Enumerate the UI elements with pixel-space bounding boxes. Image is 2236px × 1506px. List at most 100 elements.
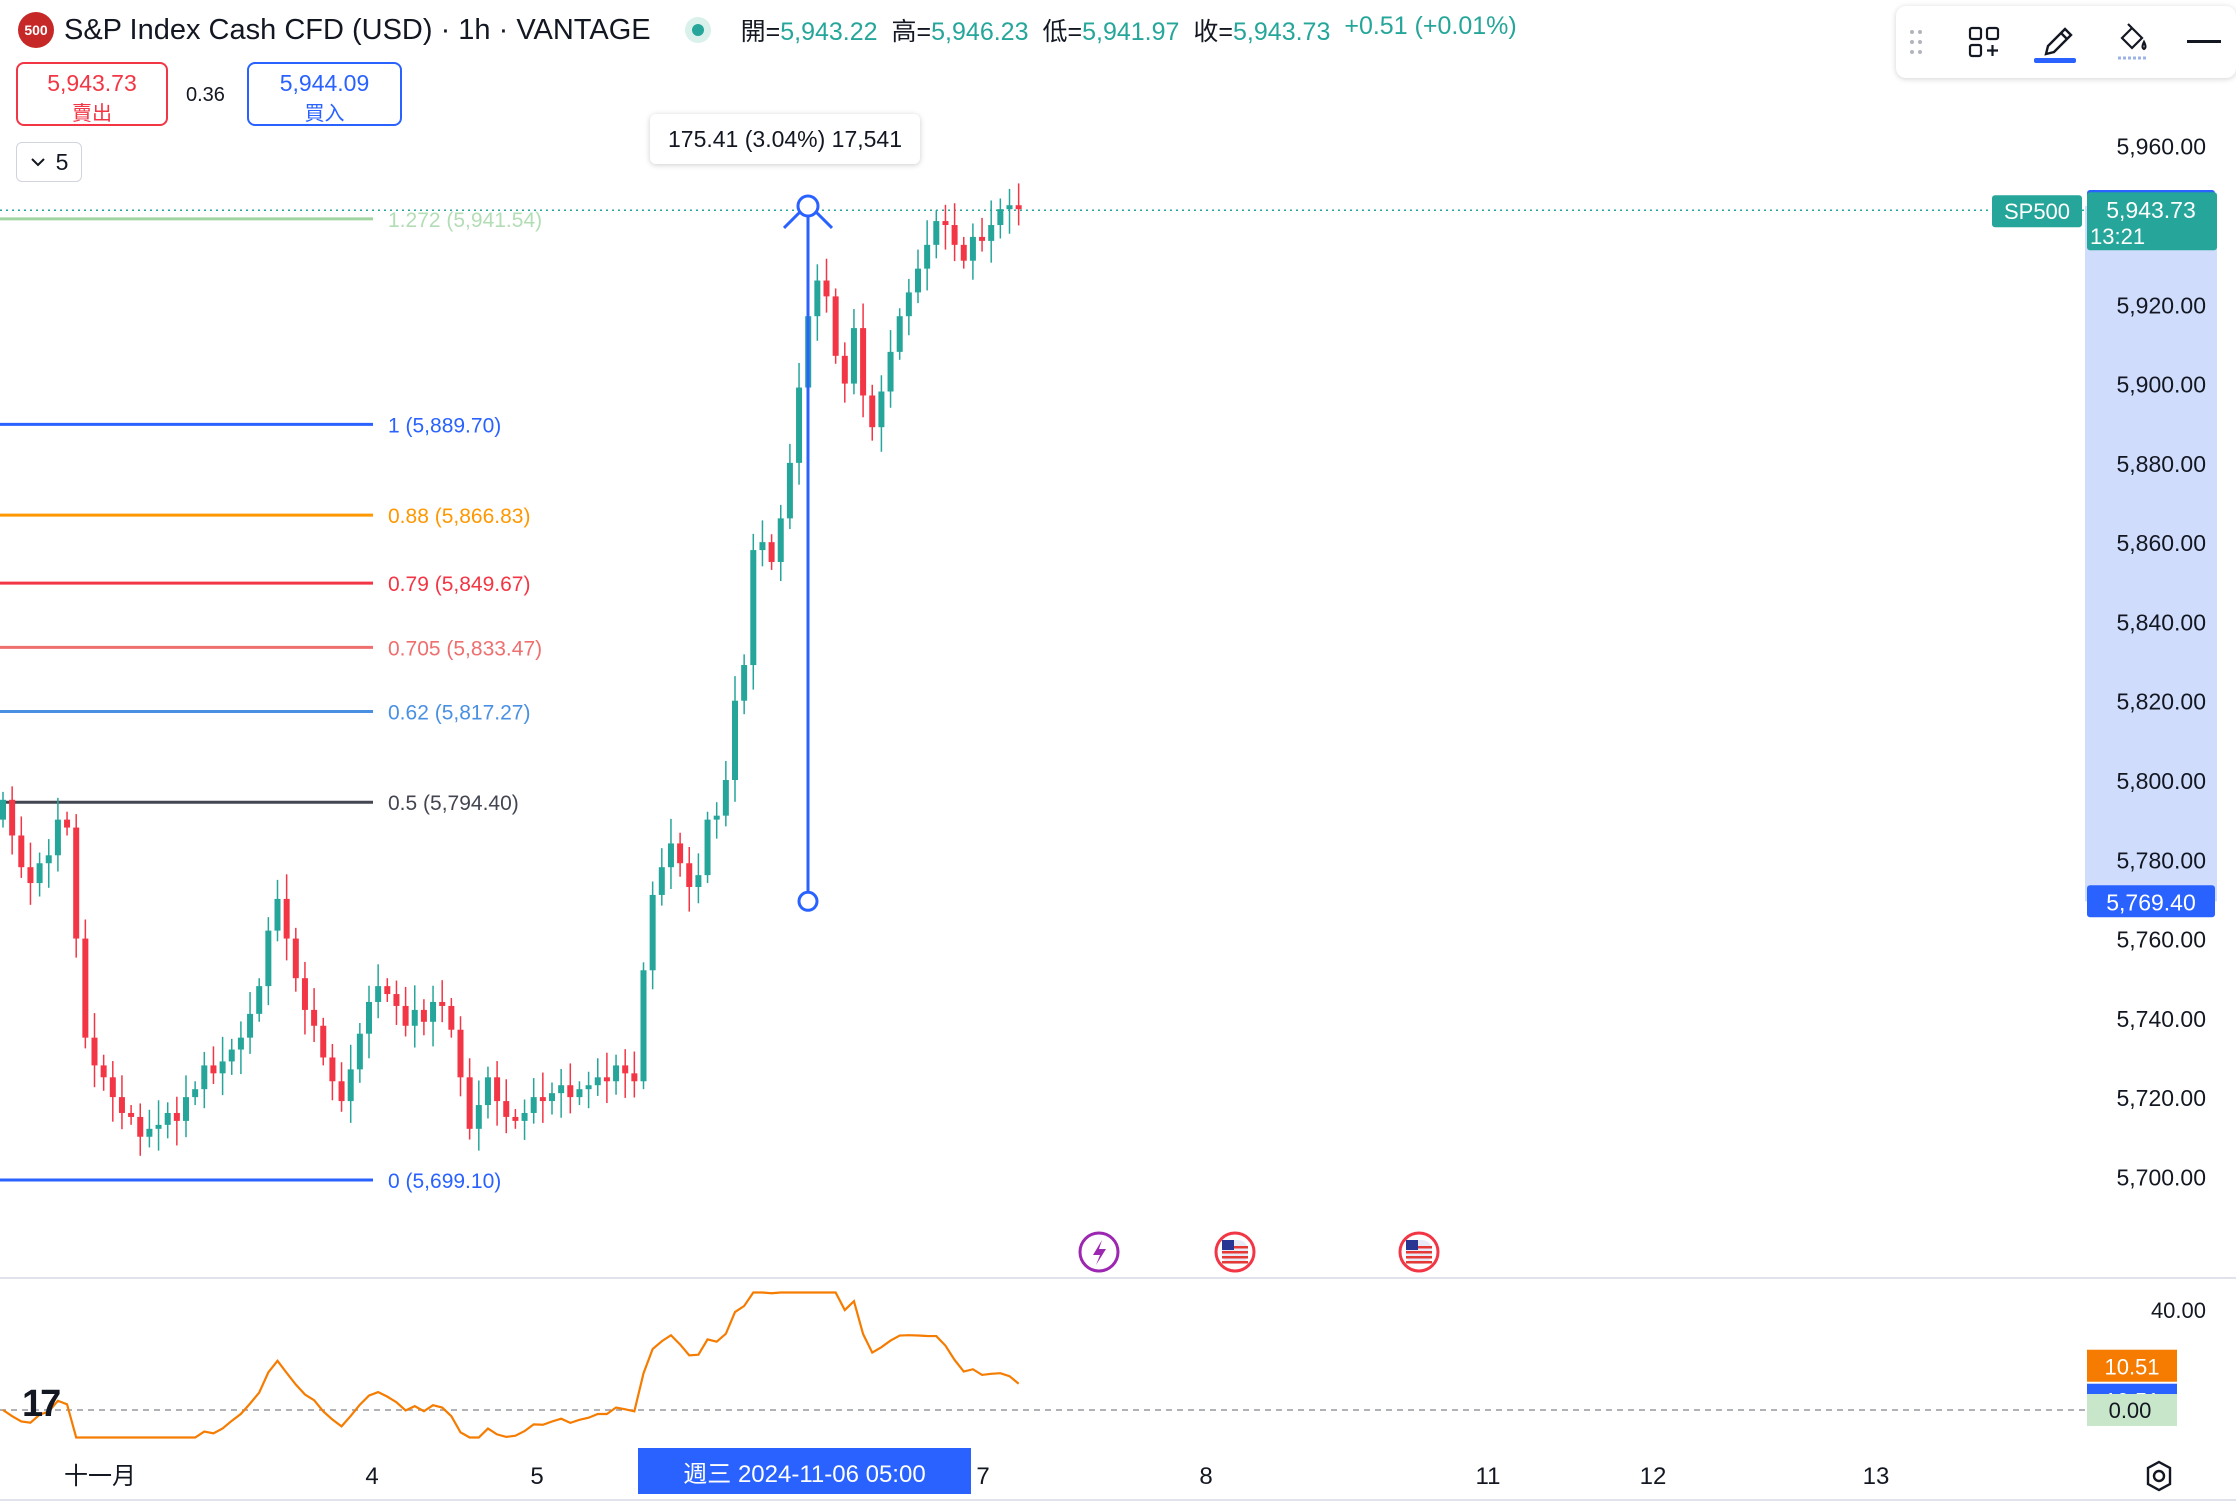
- candle[interactable]: [494, 1061, 501, 1126]
- symbol-logo[interactable]: 500: [18, 12, 54, 48]
- candle[interactable]: [823, 258, 830, 313]
- fill-bucket-icon[interactable]: [2108, 20, 2156, 64]
- candle[interactable]: [1015, 183, 1022, 226]
- candle[interactable]: [118, 1075, 125, 1130]
- candle[interactable]: [942, 204, 949, 250]
- sell-button[interactable]: 5,943.73 賣出: [16, 62, 168, 126]
- candle[interactable]: [82, 919, 89, 1049]
- candle[interactable]: [878, 375, 885, 452]
- candle[interactable]: [814, 264, 821, 341]
- candle[interactable]: [686, 846, 693, 912]
- candle[interactable]: [247, 992, 254, 1054]
- candle[interactable]: [274, 879, 281, 942]
- candle[interactable]: [9, 786, 16, 855]
- candle[interactable]: [448, 998, 455, 1038]
- candle[interactable]: [329, 1043, 336, 1101]
- candle[interactable]: [695, 853, 702, 904]
- candle[interactable]: [430, 985, 437, 1047]
- candle[interactable]: [0, 791, 6, 828]
- candle[interactable]: [896, 308, 903, 360]
- candle[interactable]: [649, 881, 656, 990]
- candle[interactable]: [155, 1100, 162, 1151]
- candle[interactable]: [402, 986, 409, 1037]
- candle[interactable]: [411, 985, 418, 1048]
- candle[interactable]: [869, 384, 876, 441]
- candle[interactable]: [713, 802, 720, 839]
- candle[interactable]: [292, 927, 299, 992]
- buy-button[interactable]: 5,944.09 買入: [247, 62, 402, 126]
- candle[interactable]: [667, 818, 674, 890]
- oscillator-line[interactable]: [2, 1291, 1020, 1439]
- candle[interactable]: [393, 980, 400, 1025]
- candle[interactable]: [301, 961, 308, 1035]
- candle[interactable]: [631, 1051, 638, 1098]
- candle[interactable]: [741, 654, 748, 715]
- candle[interactable]: [732, 676, 738, 802]
- candle[interactable]: [768, 534, 775, 570]
- candle[interactable]: [796, 362, 803, 485]
- candle[interactable]: [256, 978, 263, 1022]
- candle[interactable]: [530, 1078, 537, 1124]
- candle[interactable]: [219, 1036, 226, 1096]
- candle[interactable]: [722, 760, 729, 827]
- candle[interactable]: [228, 1038, 235, 1075]
- candle[interactable]: [146, 1109, 153, 1148]
- symbol-title[interactable]: S&P Index Cash CFD (USD) · 1h · VANTAGE: [64, 13, 651, 46]
- candle[interactable]: [640, 962, 647, 1090]
- candle[interactable]: [73, 814, 80, 958]
- candle[interactable]: [375, 964, 382, 1019]
- candle[interactable]: [439, 980, 446, 1023]
- candle[interactable]: [677, 832, 684, 877]
- candle[interactable]: [237, 1021, 244, 1075]
- candle[interactable]: [841, 342, 848, 403]
- candle[interactable]: [311, 988, 318, 1043]
- candle[interactable]: [54, 797, 61, 872]
- candle[interactable]: [567, 1063, 574, 1114]
- candle[interactable]: [164, 1102, 171, 1139]
- candle[interactable]: [484, 1066, 491, 1119]
- candle[interactable]: [1006, 188, 1013, 234]
- candle[interactable]: [539, 1072, 546, 1123]
- minus-icon[interactable]: [2180, 20, 2228, 64]
- candle[interactable]: [933, 210, 940, 259]
- candle[interactable]: [503, 1079, 510, 1134]
- candle[interactable]: [466, 1058, 473, 1140]
- candle[interactable]: [100, 1054, 107, 1091]
- candle[interactable]: [613, 1054, 620, 1095]
- candle[interactable]: [366, 985, 372, 1059]
- candle[interactable]: [988, 200, 995, 263]
- candle[interactable]: [192, 1081, 199, 1106]
- candle[interactable]: [549, 1082, 555, 1115]
- event-flash-icon[interactable]: [1078, 1231, 1120, 1273]
- candle[interactable]: [777, 504, 784, 581]
- candle[interactable]: [603, 1052, 610, 1104]
- candle[interactable]: [283, 874, 290, 961]
- candle[interactable]: [585, 1071, 592, 1109]
- candle[interactable]: [356, 1022, 363, 1083]
- candle[interactable]: [704, 811, 711, 884]
- candle[interactable]: [951, 203, 958, 262]
- candle[interactable]: [210, 1046, 217, 1085]
- candle[interactable]: [576, 1081, 583, 1106]
- settings-icon[interactable]: [2141, 1458, 2177, 1494]
- pencil-icon[interactable]: [2034, 20, 2082, 64]
- drag-handle-icon[interactable]: [1904, 20, 1928, 64]
- candle[interactable]: [338, 1062, 345, 1112]
- candle[interactable]: [960, 236, 967, 269]
- candle[interactable]: [832, 288, 839, 364]
- candle[interactable]: [64, 811, 71, 836]
- candle[interactable]: [36, 852, 43, 897]
- candle[interactable]: [887, 330, 894, 408]
- candle[interactable]: [997, 198, 1004, 239]
- candle[interactable]: [384, 978, 391, 1002]
- candle[interactable]: [27, 842, 34, 905]
- candle[interactable]: [45, 839, 52, 888]
- us-flag-event-icon[interactable]: [1214, 1231, 1256, 1273]
- us-flag-event-icon[interactable]: [1398, 1231, 1440, 1273]
- measure-end-handle[interactable]: [796, 194, 820, 218]
- candle[interactable]: [622, 1049, 629, 1098]
- candle[interactable]: [265, 917, 272, 1006]
- candle[interactable]: [924, 220, 931, 291]
- candle[interactable]: [594, 1058, 601, 1096]
- candle[interactable]: [512, 1109, 519, 1129]
